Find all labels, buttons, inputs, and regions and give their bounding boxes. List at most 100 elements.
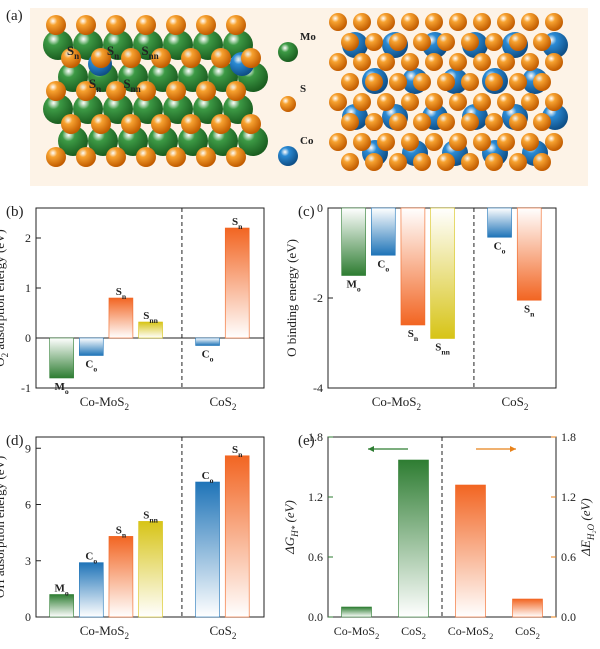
bar-label: Mo bbox=[347, 279, 361, 294]
s-atom bbox=[485, 73, 503, 91]
s-atom bbox=[461, 153, 479, 171]
y-tick-label: 9 bbox=[25, 441, 31, 455]
y-tick-label: -4 bbox=[313, 381, 323, 395]
s-atom bbox=[413, 153, 431, 171]
s-atom bbox=[509, 73, 527, 91]
group-label: CoS2 bbox=[209, 394, 236, 412]
panel-b-o2-adsorption: (b) -1 0 1 2 O2 adsorption energy (eV) Mo Co Sn S… bbox=[0, 204, 265, 412]
s-atom bbox=[151, 48, 171, 68]
s-atom bbox=[329, 133, 347, 151]
s-atom bbox=[166, 81, 186, 101]
s-atom bbox=[533, 33, 551, 51]
s-atom bbox=[241, 48, 261, 68]
y-axis-label: O binding energy (eV) bbox=[284, 239, 299, 357]
s-atom bbox=[413, 33, 431, 51]
bar-label: Sn bbox=[116, 524, 127, 539]
bar-sn bbox=[224, 455, 250, 618]
category-label: Co-MoS2 bbox=[334, 624, 380, 641]
category-label: CoS2 bbox=[515, 624, 540, 641]
bar-right-2 bbox=[455, 484, 486, 618]
s-atom bbox=[401, 53, 419, 71]
s-atom bbox=[365, 33, 383, 51]
slab-top-view-cos2 bbox=[329, 13, 568, 171]
s-atom bbox=[509, 113, 527, 131]
s-atom bbox=[521, 13, 539, 31]
panel-label: (b) bbox=[6, 204, 24, 220]
s-atom bbox=[425, 93, 443, 111]
s-atom bbox=[545, 93, 563, 111]
legend-s-label: S bbox=[300, 83, 306, 95]
s-atom bbox=[196, 15, 216, 35]
y-tick-label: 0 bbox=[25, 610, 31, 624]
s-atom bbox=[461, 73, 479, 91]
s-atom bbox=[181, 48, 201, 68]
s-atom bbox=[545, 133, 563, 151]
panel-c-o-binding: (c) -4 -2 0 O binding energy (eV) Mo Co Sn Snn Co… bbox=[284, 201, 557, 412]
y-axis-label-right: ΔEH₂O (eV) bbox=[578, 498, 596, 557]
s-atom bbox=[449, 133, 467, 151]
s-atom bbox=[425, 133, 443, 151]
s-atom bbox=[377, 133, 395, 151]
s-atom bbox=[449, 13, 467, 31]
s-atom bbox=[166, 147, 186, 167]
s-atom bbox=[485, 33, 503, 51]
s-atom bbox=[521, 133, 539, 151]
slab-top-view-comos2 bbox=[43, 15, 268, 167]
bar-mo bbox=[341, 207, 366, 276]
s-atom bbox=[181, 114, 201, 134]
panel-e-free-energy: (e) 0.0 0.0 0.6 0.6 1.2 1.2 1.8 1.8 ΔGH* (eV) ΔEH₂… bbox=[282, 430, 596, 641]
s-atom bbox=[437, 33, 455, 51]
y-axis-label: O2 adsorption energy (eV) bbox=[0, 229, 10, 367]
s-atom bbox=[365, 73, 383, 91]
y-tick-label: 0 bbox=[25, 331, 31, 345]
s-atom bbox=[106, 15, 126, 35]
s-atom bbox=[136, 81, 156, 101]
legend-mo-atom bbox=[278, 42, 298, 62]
s-atom bbox=[533, 73, 551, 91]
s-atom bbox=[473, 53, 491, 71]
site-label-sn: Sn bbox=[89, 76, 101, 94]
s-atom bbox=[121, 114, 141, 134]
s-atom bbox=[473, 13, 491, 31]
s-atom bbox=[226, 15, 246, 35]
s-atom bbox=[46, 15, 66, 35]
s-atom bbox=[449, 53, 467, 71]
bar-label: Co bbox=[85, 551, 97, 566]
bar-snn bbox=[138, 521, 163, 618]
s-atom bbox=[389, 33, 407, 51]
s-atom bbox=[76, 147, 96, 167]
y-tick-label: 2 bbox=[25, 231, 31, 245]
s-atom bbox=[497, 13, 515, 31]
group-label: CoS2 bbox=[501, 394, 528, 412]
bar-label: Snn bbox=[435, 342, 450, 357]
bar-label: Sn bbox=[524, 303, 535, 318]
bar-label: Co bbox=[202, 470, 214, 485]
category-label: CoS2 bbox=[401, 624, 426, 641]
s-atom bbox=[509, 33, 527, 51]
s-atom bbox=[401, 133, 419, 151]
y-tick-label: -2 bbox=[313, 291, 323, 305]
y-tick-label-right: 0.0 bbox=[561, 610, 576, 624]
s-atom bbox=[485, 113, 503, 131]
y-tick-label-left: 1.2 bbox=[308, 490, 323, 504]
bar-sn bbox=[108, 297, 134, 339]
y-tick-label: 6 bbox=[25, 498, 31, 512]
bar-label: Sn bbox=[232, 444, 243, 459]
s-atom bbox=[46, 147, 66, 167]
bar-label: Snn bbox=[143, 509, 158, 524]
bar-label: Sn bbox=[116, 286, 127, 301]
s-atom bbox=[341, 153, 359, 171]
panel-label: (d) bbox=[6, 433, 24, 449]
bar-label: Sn bbox=[232, 216, 243, 231]
s-atom bbox=[449, 93, 467, 111]
panel-label: (e) bbox=[298, 433, 315, 449]
s-atom bbox=[377, 53, 395, 71]
bar-mo bbox=[49, 337, 74, 379]
bar-label: Snn bbox=[143, 310, 158, 325]
y-tick-label: -1 bbox=[21, 381, 31, 395]
group-label: Co-MoS2 bbox=[80, 394, 130, 412]
plot-frame bbox=[35, 207, 265, 389]
s-atom bbox=[353, 93, 371, 111]
